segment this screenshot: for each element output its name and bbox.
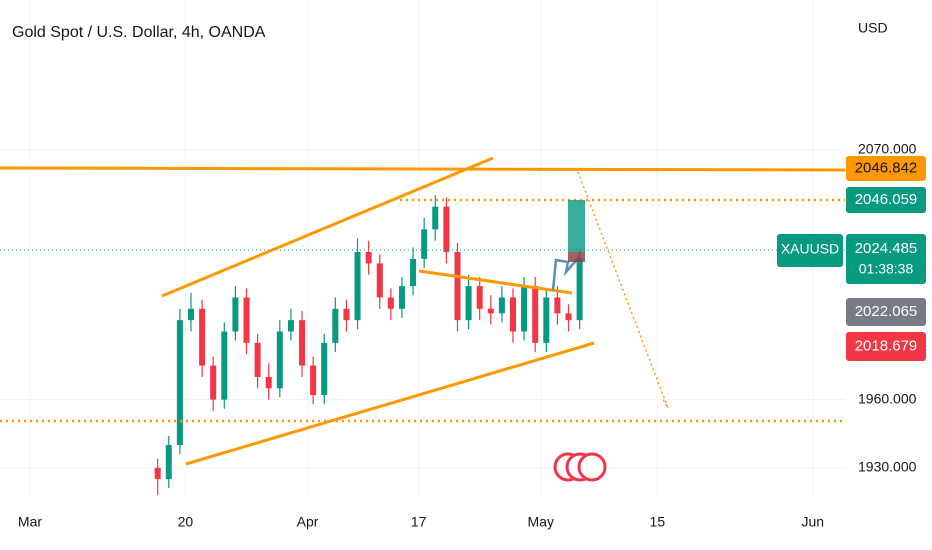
- channel-top: [161, 156, 494, 298]
- candle-body: [232, 297, 239, 332]
- chart-title: Gold Spot / U.S. Dollar, 4h, OANDA: [12, 24, 266, 41]
- drawings: [0, 156, 846, 466]
- x-tick-label: Jun: [802, 514, 825, 530]
- candle-body: [210, 365, 217, 400]
- candle-body: [187, 308, 194, 321]
- candle-body: [354, 252, 361, 321]
- candle-body: [454, 252, 461, 321]
- price-tag-label: 2024.485: [855, 240, 918, 257]
- x-tick-label: Apr: [297, 514, 319, 530]
- x-tick-label: 17: [411, 514, 427, 530]
- price-tag-label: 2018.679: [855, 337, 918, 354]
- candle-body: [554, 297, 561, 314]
- candle-body: [443, 206, 450, 253]
- resistance-line: [0, 166, 846, 172]
- price-tag-label: 2046.059: [855, 191, 918, 208]
- candle-body: [176, 320, 183, 446]
- candle-body: [476, 286, 483, 309]
- price-tag-label: 2022.065: [855, 303, 918, 320]
- countdown-label: 01:38:38: [859, 261, 914, 277]
- price-tag: [846, 156, 926, 181]
- candle-body: [532, 286, 539, 343]
- candle-body: [376, 263, 383, 298]
- x-tick-label: May: [528, 514, 554, 530]
- candle-body: [565, 313, 572, 321]
- x-tick-label: Mar: [18, 514, 42, 530]
- candle-body: [398, 286, 405, 309]
- candle-body: [509, 297, 516, 332]
- candle-body: [343, 308, 350, 321]
- symbol-label: XAUUSD: [781, 241, 839, 257]
- price-tag: [846, 187, 926, 213]
- flag-icon: [577, 452, 607, 482]
- candle-body: [487, 308, 494, 314]
- candle-body: [321, 342, 328, 396]
- candle-body: [276, 331, 283, 389]
- currency-label: USD: [858, 20, 888, 36]
- candle-body: [521, 286, 528, 332]
- candle-body: [165, 445, 172, 480]
- price-tags: 2046.842 2046.059 2024.485 01:38:38 XAUUSD 20…: [777, 156, 926, 361]
- candle-body: [365, 252, 372, 264]
- candle-body: [576, 258, 583, 321]
- price-tag: [846, 234, 926, 284]
- candle-body: [254, 342, 261, 377]
- candle-body: [243, 297, 250, 343]
- price-tag-label: 2046.842: [855, 159, 918, 176]
- candle-body: [265, 376, 272, 389]
- wedge-top: [418, 269, 573, 295]
- y-tick-label: 2070.000: [858, 141, 917, 157]
- candle-body: [387, 297, 394, 309]
- event-flags: [553, 452, 607, 482]
- candle-body: [221, 331, 228, 400]
- projection-arrow: [577, 171, 669, 409]
- target-box: [568, 200, 585, 252]
- candle-body: [299, 320, 306, 366]
- candle-body: [410, 258, 417, 287]
- symbol-tag: [777, 234, 843, 267]
- candle-body: [498, 297, 505, 314]
- candle-body: [421, 229, 428, 259]
- y-tick-label: 1960.000: [858, 390, 917, 406]
- x-tick-label: 15: [650, 514, 666, 530]
- y-tick-label: 1930.000: [858, 458, 917, 474]
- candle-body: [199, 308, 206, 366]
- price-tag: [846, 332, 926, 361]
- candle-body: [332, 308, 339, 343]
- candle-body: [543, 297, 550, 343]
- x-tick-label: 20: [178, 514, 194, 530]
- stop-box: [568, 252, 585, 262]
- candle-body: [287, 320, 294, 332]
- candle-body: [310, 365, 317, 396]
- candle-body: [154, 467, 161, 480]
- candle-body: [465, 286, 472, 321]
- channel-bottom: [185, 341, 595, 466]
- candle-body: [432, 206, 439, 230]
- price-tag: [846, 298, 926, 326]
